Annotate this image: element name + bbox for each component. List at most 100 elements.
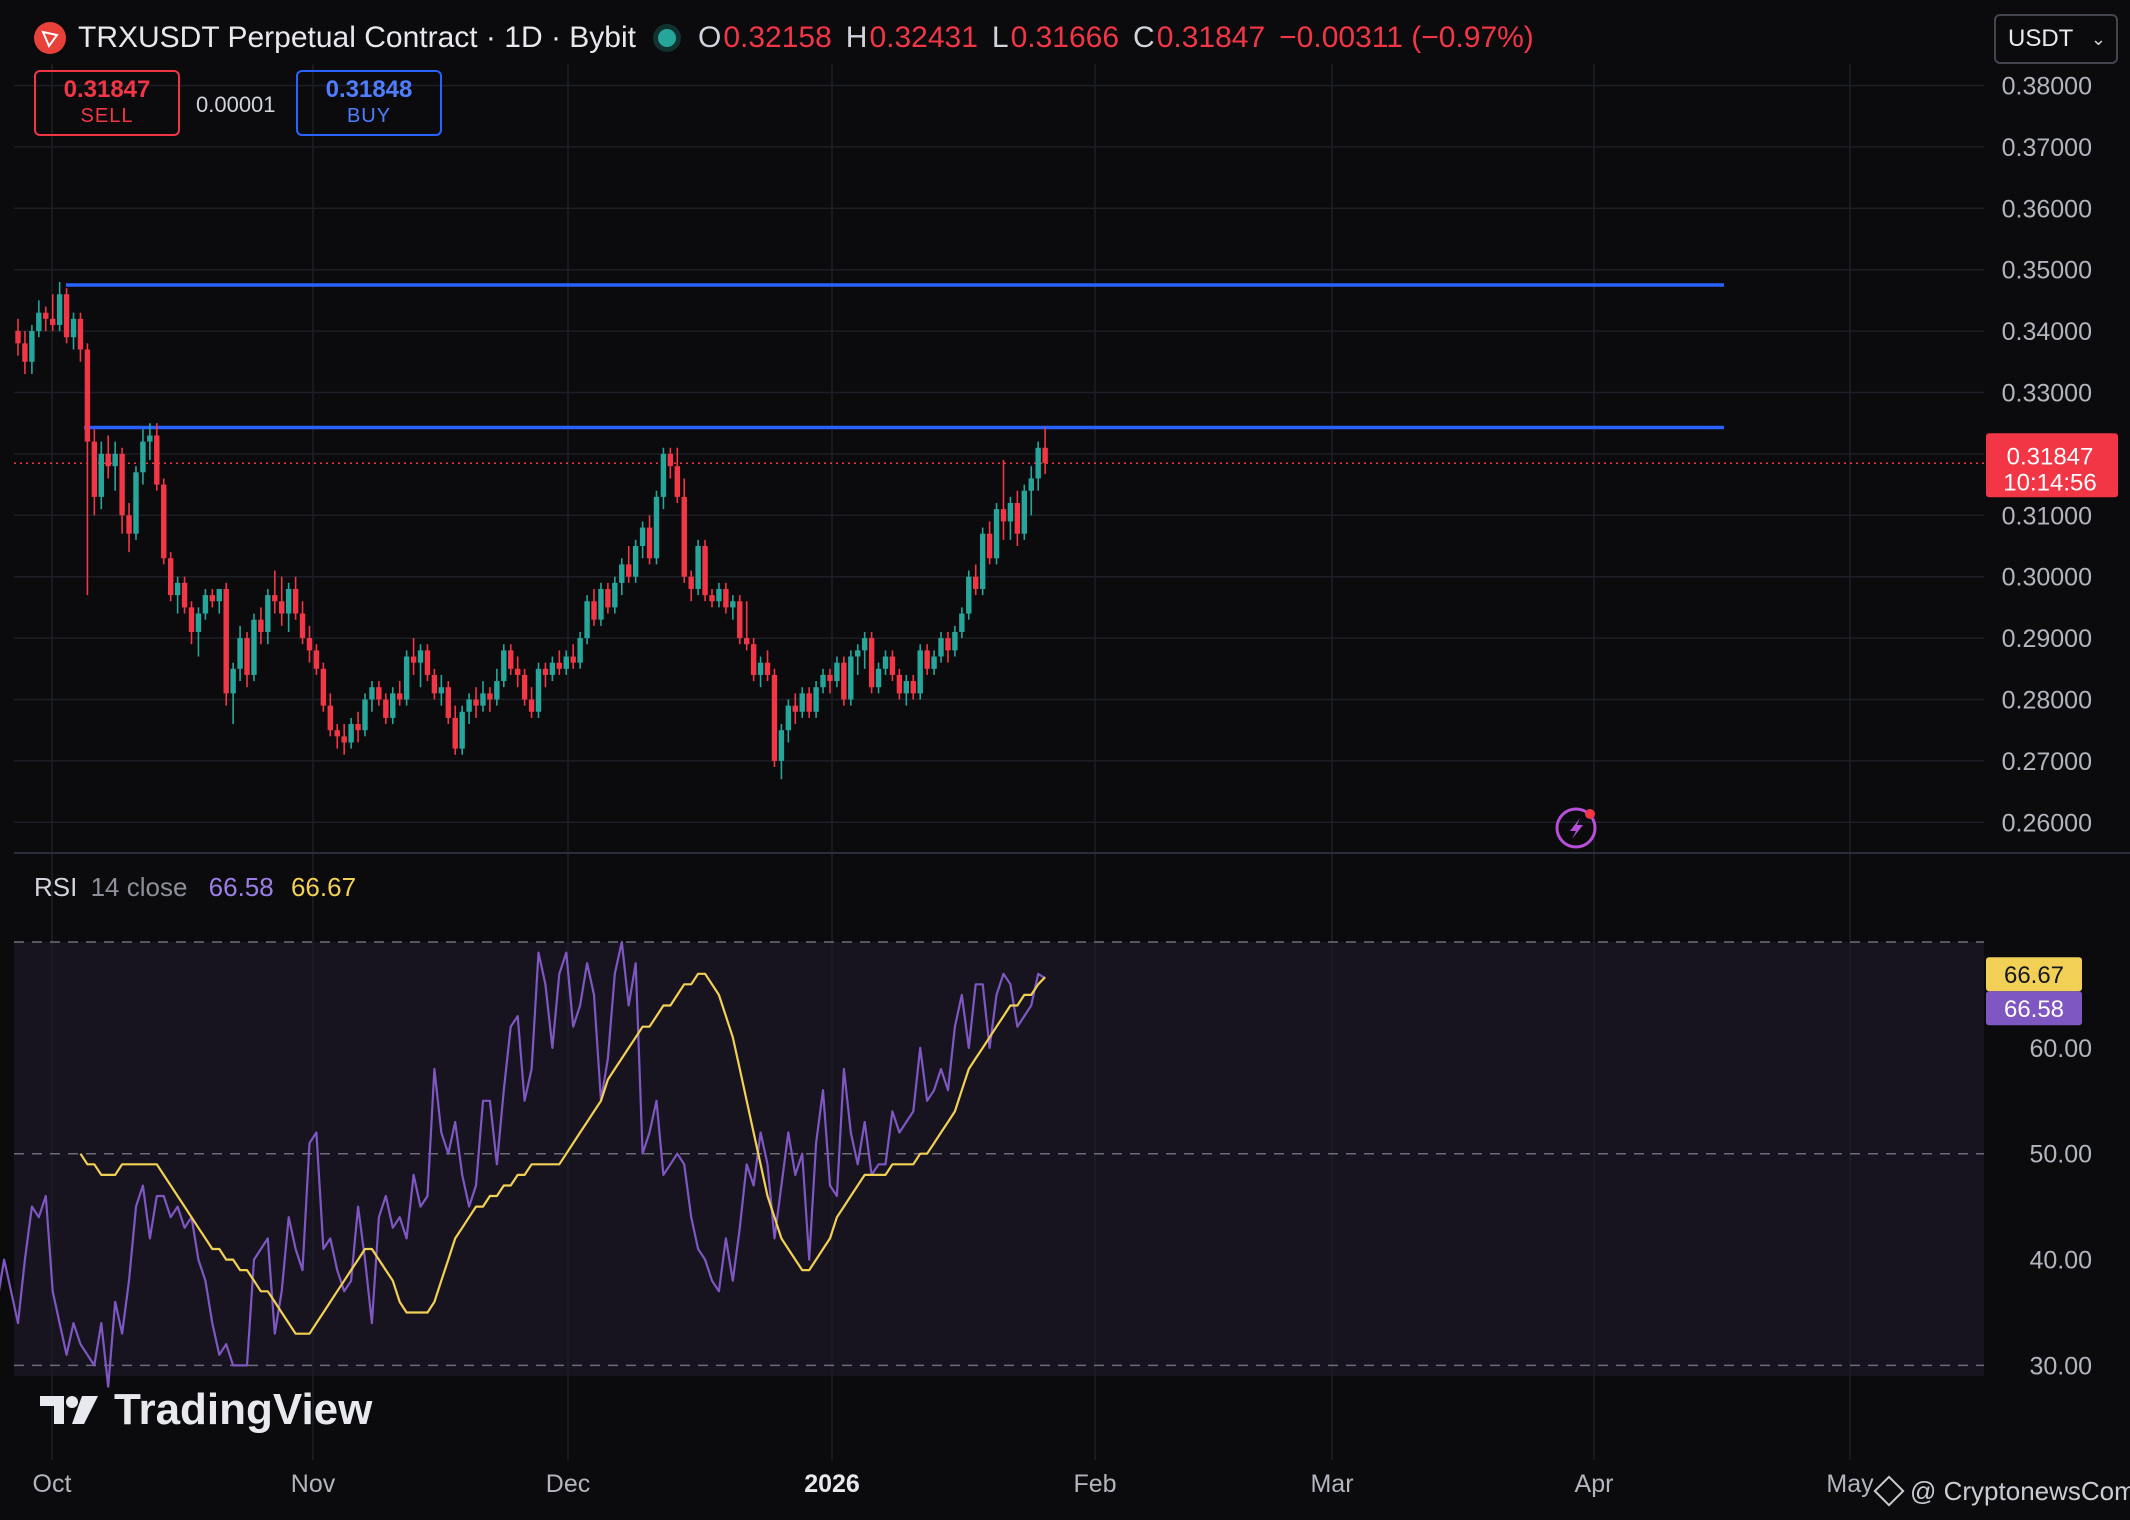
candle-body [938, 638, 944, 657]
candle-body [174, 582, 181, 596]
rsi-line [0, 940, 1046, 1388]
candle-body [258, 619, 264, 632]
candle-body [36, 312, 42, 332]
candle-body [841, 662, 847, 700]
sell-button[interactable]: 0.31847 SELL [34, 70, 180, 136]
candle-body [750, 644, 757, 675]
candle-body [417, 650, 424, 663]
candle-body [952, 631, 958, 651]
candle-body [410, 656, 417, 663]
rsi-tick-label: 40.00 [2029, 1247, 2092, 1275]
candle-body [896, 674, 903, 694]
candle-body [355, 724, 361, 731]
candle-body [820, 674, 826, 688]
price-tick-label: 0.28000 [2002, 686, 2092, 714]
buy-button[interactable]: 0.31848 BUY [296, 70, 442, 136]
symbol-title[interactable]: TRXUSDT Perpetual Contract · 1D · Bybit [78, 21, 636, 54]
candle-body [827, 674, 833, 682]
candle-body [154, 435, 160, 485]
candle-body [653, 496, 660, 559]
time-tick-label: Nov [291, 1470, 336, 1498]
candle-body [709, 595, 715, 602]
currency-select[interactable]: USDT ⌄ [1994, 14, 2118, 64]
market-status-icon [657, 29, 676, 47]
candle-body [494, 681, 500, 700]
candle-body [535, 668, 542, 712]
candle-body [195, 613, 202, 632]
sell-price: 0.31847 [63, 76, 151, 103]
symbol-header: TRXUSDT Perpetual Contract · 1D · Bybit … [34, 18, 1548, 58]
candle-body [737, 601, 743, 639]
candle-body [646, 527, 653, 559]
candle-body [563, 656, 569, 669]
watermark-text: TradingView [114, 1385, 373, 1434]
candle-body [1042, 447, 1048, 464]
rsi-badge-value: 66.58 [2004, 996, 2064, 1023]
source-credit: @ CryptonewsCom [1873, 1475, 2130, 1507]
candle-body [966, 576, 972, 614]
sell-label: SELL [80, 105, 134, 127]
time-tick-label: Feb [1073, 1470, 1116, 1498]
candle-body [549, 662, 556, 675]
candle-body [619, 564, 625, 583]
candle-body [521, 674, 528, 700]
candles [15, 281, 1048, 780]
candle-body [626, 564, 632, 577]
candle-body [452, 717, 458, 749]
candle-body [202, 595, 209, 614]
candle-body [695, 545, 701, 589]
candle-body [112, 453, 118, 467]
candle-body [98, 453, 104, 497]
candle-body [508, 650, 514, 669]
candle-body [1000, 509, 1007, 522]
candle-body [424, 650, 431, 675]
candle-body [105, 453, 111, 467]
candle-body [501, 650, 507, 682]
rsi-legend[interactable]: RSI 14 close 66.58 66.67 [34, 872, 356, 903]
candle-body [612, 582, 618, 608]
candle-body [744, 638, 750, 645]
candle-body [855, 650, 861, 657]
candle-body [438, 687, 445, 694]
candle-body [244, 638, 250, 675]
candle-body [785, 705, 792, 731]
candle-body [327, 705, 333, 731]
candle-body [598, 588, 604, 620]
alert-icon[interactable] [1555, 807, 1597, 849]
candle-body [556, 662, 563, 669]
rsi-axis[interactable]: 60.00 50.00 40.00 30.00 [2029, 1035, 2092, 1381]
buy-label: BUY [346, 105, 392, 127]
candle-body [209, 595, 216, 602]
candle-body [931, 656, 937, 669]
candle-body [605, 588, 611, 608]
candle-body [716, 588, 722, 602]
candle-body [868, 638, 875, 688]
candle-body [285, 588, 292, 614]
candle-body [903, 681, 910, 694]
price-tick-label: 0.36000 [2002, 195, 2092, 223]
candle-body [140, 441, 146, 473]
high-label: H [845, 21, 868, 54]
candle-body [584, 601, 590, 639]
candle-body [730, 601, 736, 608]
candle-body [473, 699, 479, 706]
candle-body [188, 607, 195, 632]
candle-body [570, 656, 576, 663]
candle-body [542, 668, 549, 675]
candle-body [306, 638, 313, 651]
candle-body [764, 662, 771, 675]
candle-body [70, 318, 77, 338]
candle-body [1035, 447, 1041, 479]
candle-body [459, 711, 465, 749]
tradingview-logo-icon [40, 1396, 98, 1424]
candle-body [56, 294, 63, 325]
time-axis[interactable]: Oct Nov Dec 2026 Feb Mar Apr May [33, 1470, 1875, 1498]
candle-body [91, 441, 98, 497]
candle-body [577, 638, 583, 663]
candle-body [1007, 503, 1014, 522]
rsi-legend-value: 66.58 [208, 872, 274, 902]
candle-body [126, 515, 132, 534]
candle-body [993, 509, 1000, 559]
candle-body [237, 638, 243, 669]
